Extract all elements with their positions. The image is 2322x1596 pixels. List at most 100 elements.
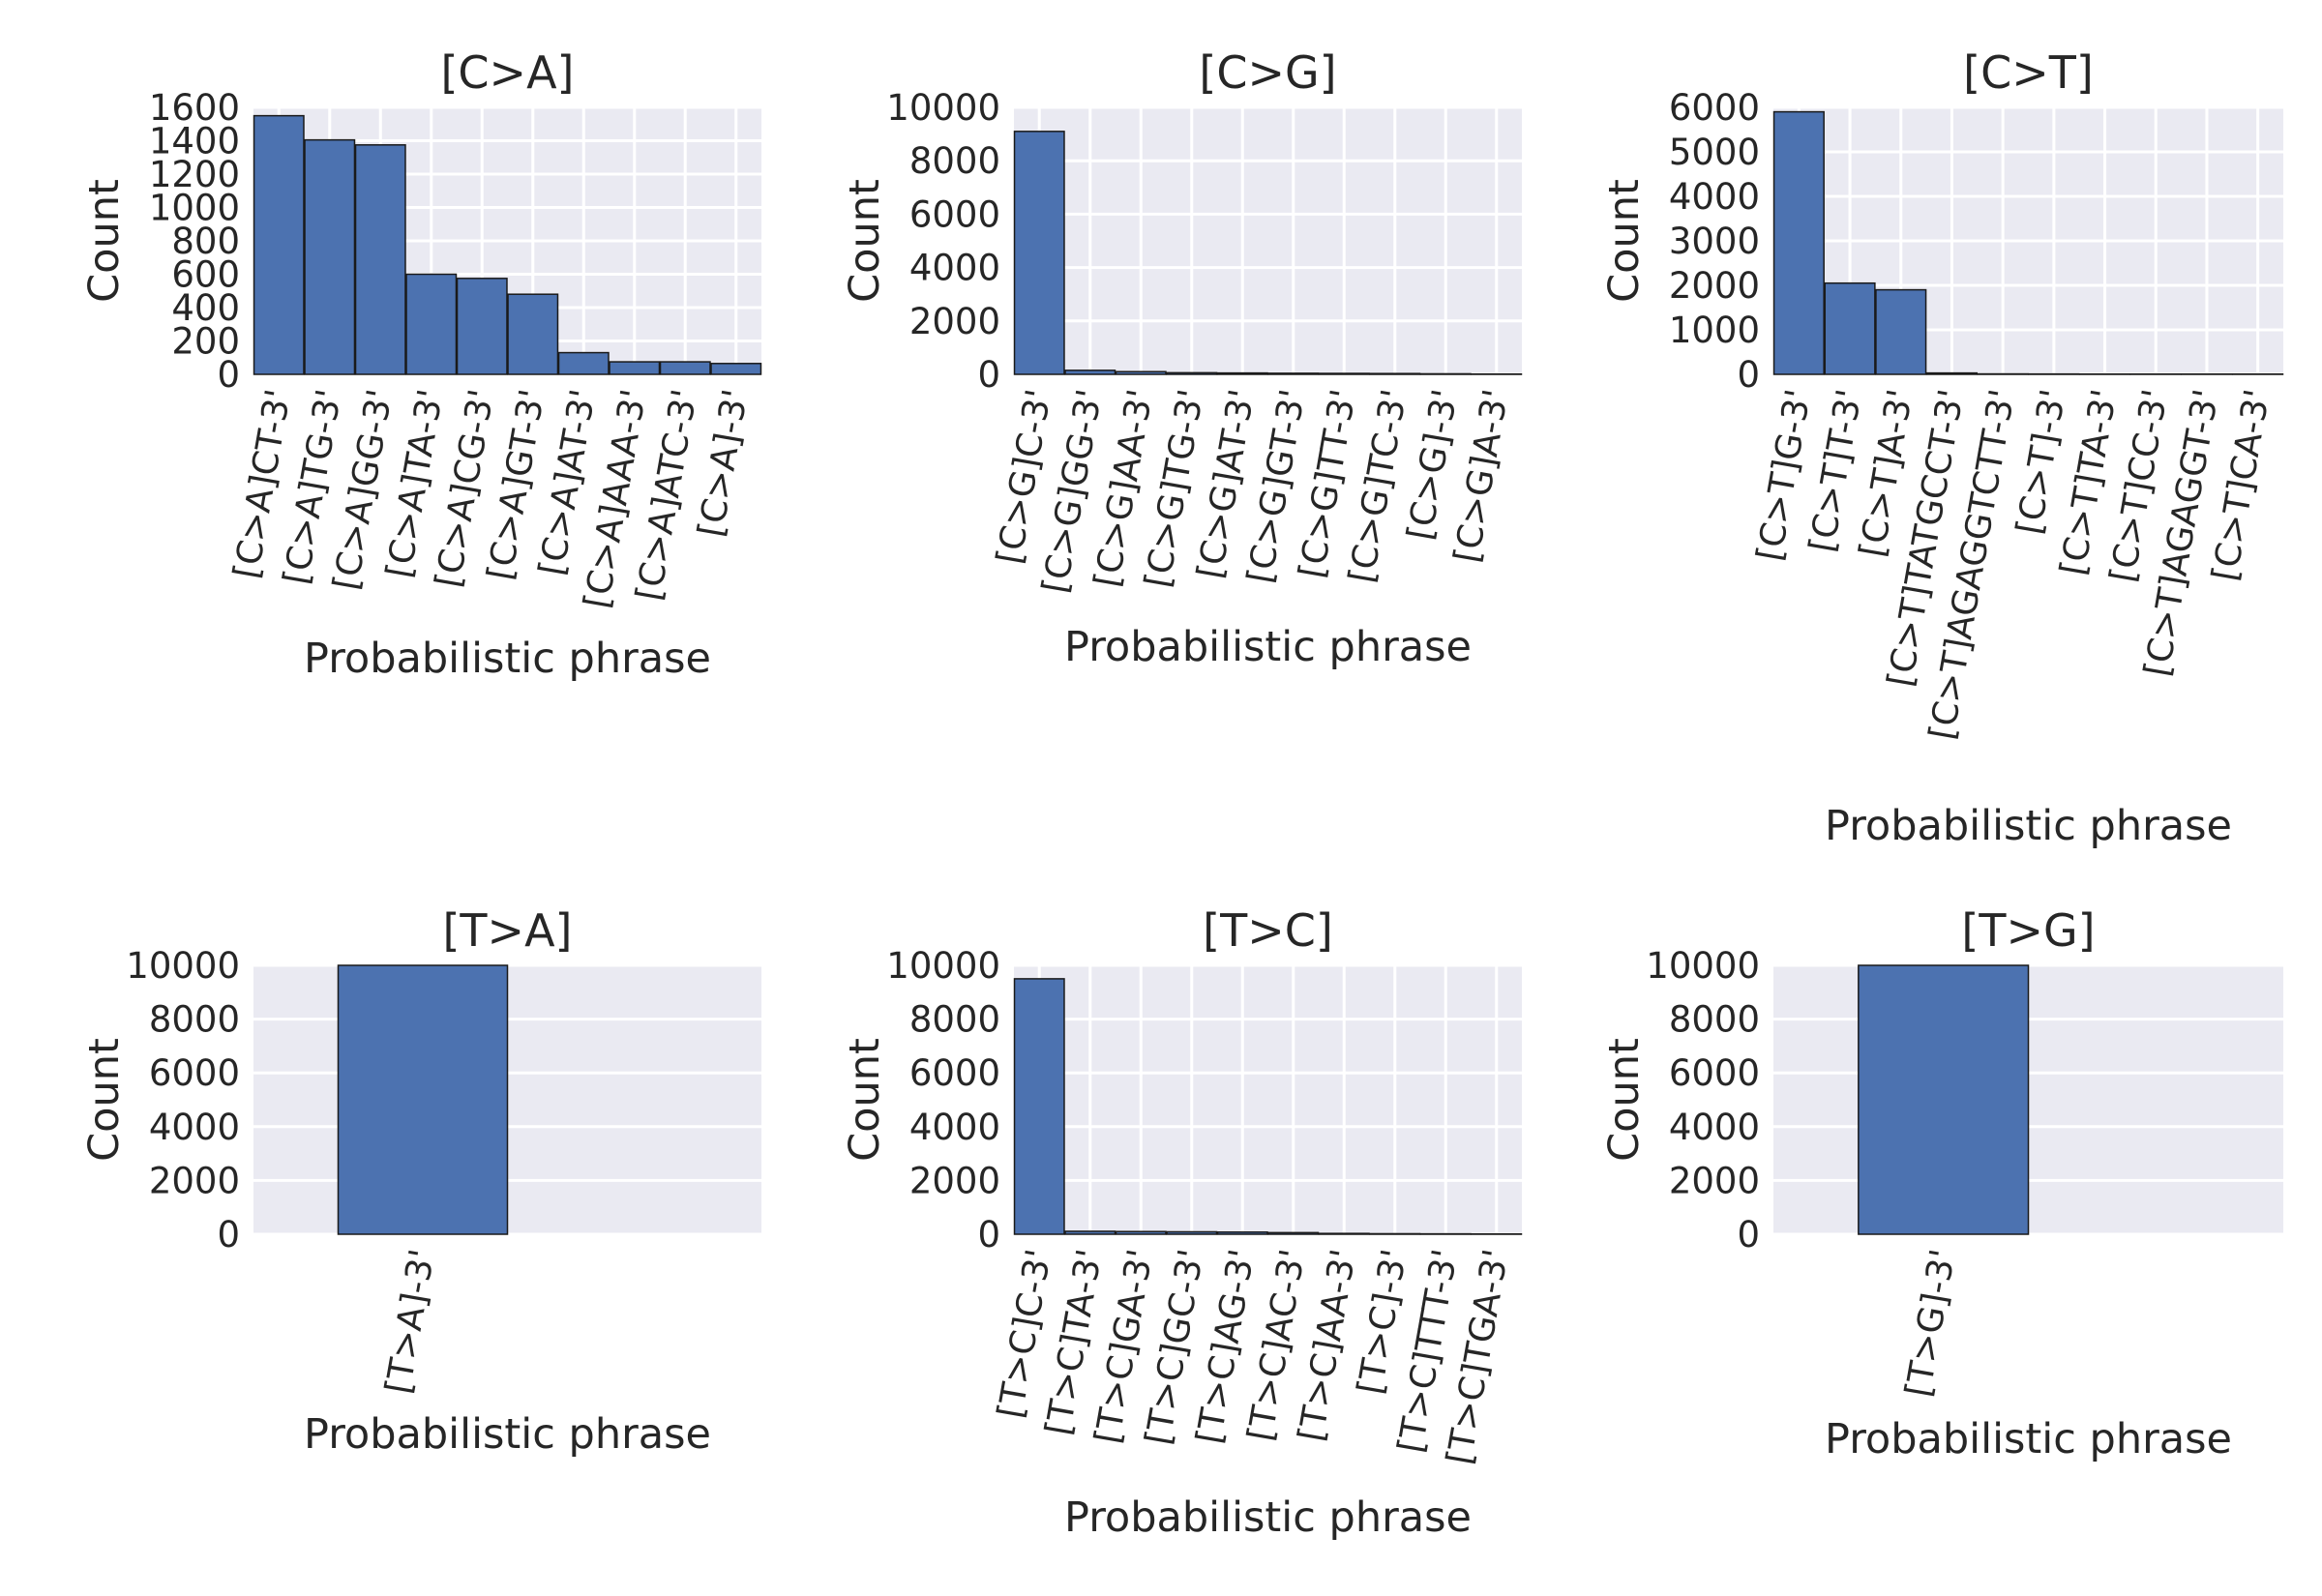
chart-title: [T>A] <box>442 904 572 957</box>
bar <box>456 278 508 375</box>
chart-title: [C>G] <box>1199 46 1336 99</box>
y-tick-label: 1600 <box>149 87 240 129</box>
y-tick-label: 10000 <box>886 87 1000 129</box>
x-tick-label: [T>A]-3' <box>378 1246 443 1397</box>
y-tick-label: 2000 <box>1669 265 1760 307</box>
bar <box>1064 1230 1116 1235</box>
bar <box>1166 1230 1218 1235</box>
chart-panel-1: 0200040006000800010000[C>G]C-3'[C>G]GG-3… <box>841 46 1523 671</box>
chart-title: [C>A] <box>440 46 574 99</box>
y-tick-label: 6000 <box>1669 1052 1760 1094</box>
bar <box>1318 1232 1370 1235</box>
y-tick-label: 8000 <box>149 999 240 1041</box>
x-tick-label: [T>G]-3' <box>1898 1246 1963 1400</box>
y-tick-label: 10000 <box>886 945 1000 987</box>
bar <box>1166 371 1218 375</box>
chart-panel-2: 0100020003000400050006000[C>T]G-3'[C>T]T… <box>1600 46 2284 850</box>
y-tick-label: 6000 <box>909 1052 1000 1094</box>
y-tick-label: 200 <box>171 321 240 363</box>
bar <box>1064 369 1116 375</box>
bar <box>1419 372 1472 375</box>
y-tick-label: 10000 <box>1646 945 1760 987</box>
bar <box>557 351 610 375</box>
bar <box>1115 370 1167 375</box>
x-axis-label: Probabilistic phrase <box>304 1410 711 1459</box>
bar <box>337 964 509 1235</box>
bar <box>1267 1231 1320 1235</box>
y-tick-label: 0 <box>217 1214 240 1256</box>
y-axis-label: Count <box>841 1038 889 1162</box>
bar <box>1772 110 1825 375</box>
y-axis-label: Count <box>1600 1038 1649 1162</box>
x-axis-label: Probabilistic phrase <box>1064 1493 1472 1542</box>
y-tick-label: 1000 <box>149 188 240 229</box>
bar <box>405 273 458 375</box>
y-tick-label: 4000 <box>909 248 1000 289</box>
y-tick-label: 1200 <box>149 154 240 195</box>
y-tick-label: 10000 <box>126 945 240 987</box>
plot-area <box>1014 965 1522 1234</box>
chart-panel-5: 0 2000 4000 6000 8000 10000 [T>G]-3' [T>G] Count… <box>1600 904 2283 1463</box>
y-tick-label: 8000 <box>909 999 1000 1041</box>
bar <box>1318 372 1370 375</box>
bar <box>1824 281 1876 375</box>
bar <box>710 363 762 375</box>
y-tick-label: 800 <box>171 221 240 262</box>
bar <box>1875 288 1927 375</box>
bar <box>1267 372 1320 375</box>
y-tick-label: 2000 <box>909 1160 1000 1201</box>
y-tick-label: 3000 <box>1669 221 1760 262</box>
y-tick-label: 0 <box>977 354 1000 396</box>
y-axis-label: Count <box>841 179 889 303</box>
bar <box>609 361 661 375</box>
y-tick-label: 400 <box>171 287 240 329</box>
bar <box>1216 1231 1268 1235</box>
bar <box>1369 372 1421 375</box>
y-tick-label: 2000 <box>909 301 1000 342</box>
y-tick-label: 6000 <box>1669 87 1760 129</box>
y-tick-label: 4000 <box>909 1107 1000 1148</box>
chart-panel-4: 0200040006000800010000[T>C]C-3'[T>C]TA-3… <box>841 904 1523 1542</box>
y-tick-label: 600 <box>171 254 240 296</box>
bar <box>1013 131 1065 375</box>
y-tick-label: 8000 <box>1669 999 1760 1041</box>
y-tick-label: 2000 <box>1669 1160 1760 1201</box>
y-tick-label: 6000 <box>149 1052 240 1094</box>
y-axis-label: Count <box>80 179 129 303</box>
bar <box>1115 1230 1167 1235</box>
y-tick-label: 1400 <box>149 121 240 163</box>
chart-title: [T>G] <box>1961 904 2095 957</box>
bar <box>354 144 406 375</box>
plot-area <box>1014 107 1522 374</box>
x-axis-label: Probabilistic phrase <box>304 635 711 683</box>
bar <box>1858 964 2030 1235</box>
y-tick-label: 0 <box>1737 1214 1760 1256</box>
chart-title: [C>T] <box>1963 46 2094 99</box>
y-tick-label: 8000 <box>909 140 1000 182</box>
y-tick-label: 4000 <box>149 1107 240 1148</box>
bar <box>253 114 305 375</box>
chart-panel-3: 0 2000 4000 6000 8000 10000 [T>A]-3' [T>A] Count… <box>80 904 761 1459</box>
y-axis-label: Count <box>1600 179 1649 303</box>
bar <box>1369 1232 1421 1235</box>
y-tick-label: 2000 <box>149 1160 240 1201</box>
bar <box>1216 371 1268 375</box>
y-tick-label: 0 <box>1737 354 1760 396</box>
bar <box>1013 978 1065 1235</box>
y-tick-label: 5000 <box>1669 132 1760 173</box>
y-tick-label: 0 <box>977 1214 1000 1256</box>
x-axis-label: Probabilistic phrase <box>1825 802 2232 850</box>
y-tick-label: 0 <box>217 354 240 396</box>
y-tick-label: 1000 <box>1669 310 1760 351</box>
x-axis-label: Probabilistic phrase <box>1064 623 1472 671</box>
y-tick-label: 4000 <box>1669 176 1760 218</box>
bar <box>304 138 356 375</box>
bar <box>659 361 711 375</box>
chart-panel-0: 02004006008001000120014001600[C>A]CT-3'[… <box>80 46 762 683</box>
y-tick-label: 6000 <box>909 193 1000 235</box>
bar <box>507 293 559 375</box>
x-axis-label: Probabilistic phrase <box>1825 1415 2232 1463</box>
y-tick-label: 4000 <box>1669 1107 1760 1148</box>
y-axis-label: Count <box>80 1038 129 1162</box>
